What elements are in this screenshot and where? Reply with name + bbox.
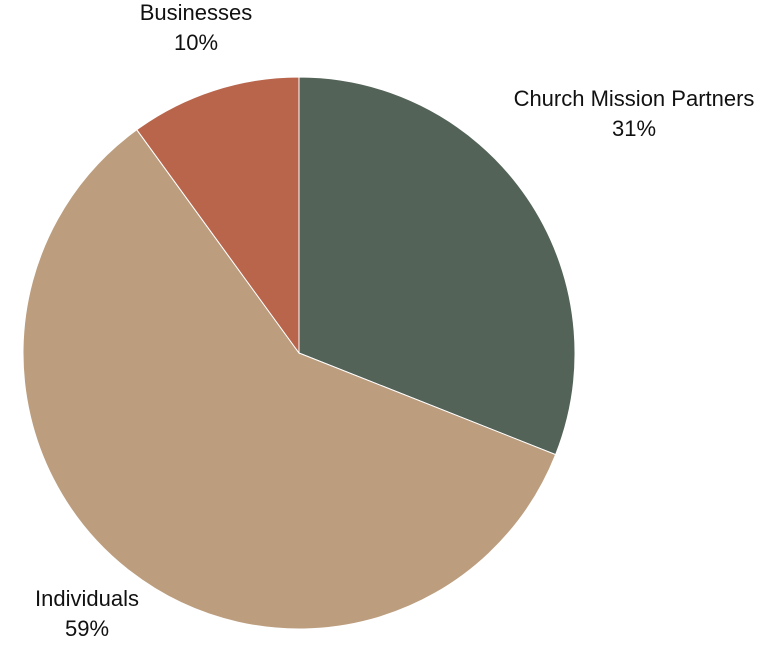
pie-slice-individuals — [22, 129, 557, 630]
slice-value-businesses: 10% — [174, 30, 218, 55]
slice-value-church-mission-partners: 31% — [612, 116, 656, 141]
slice-label-individuals: Individuals — [35, 586, 139, 611]
slice-label-businesses: Businesses — [140, 0, 253, 25]
slice-value-individuals: 59% — [65, 616, 109, 641]
pie-slice-church-mission-partners — [298, 76, 576, 456]
slice-label-church-mission-partners: Church Mission Partners — [514, 86, 755, 111]
pie-labels: Church Mission Partners 31% Individuals 59%… — [35, 0, 754, 641]
pie-slices — [22, 76, 576, 630]
pie-slice-businesses — [136, 76, 300, 355]
